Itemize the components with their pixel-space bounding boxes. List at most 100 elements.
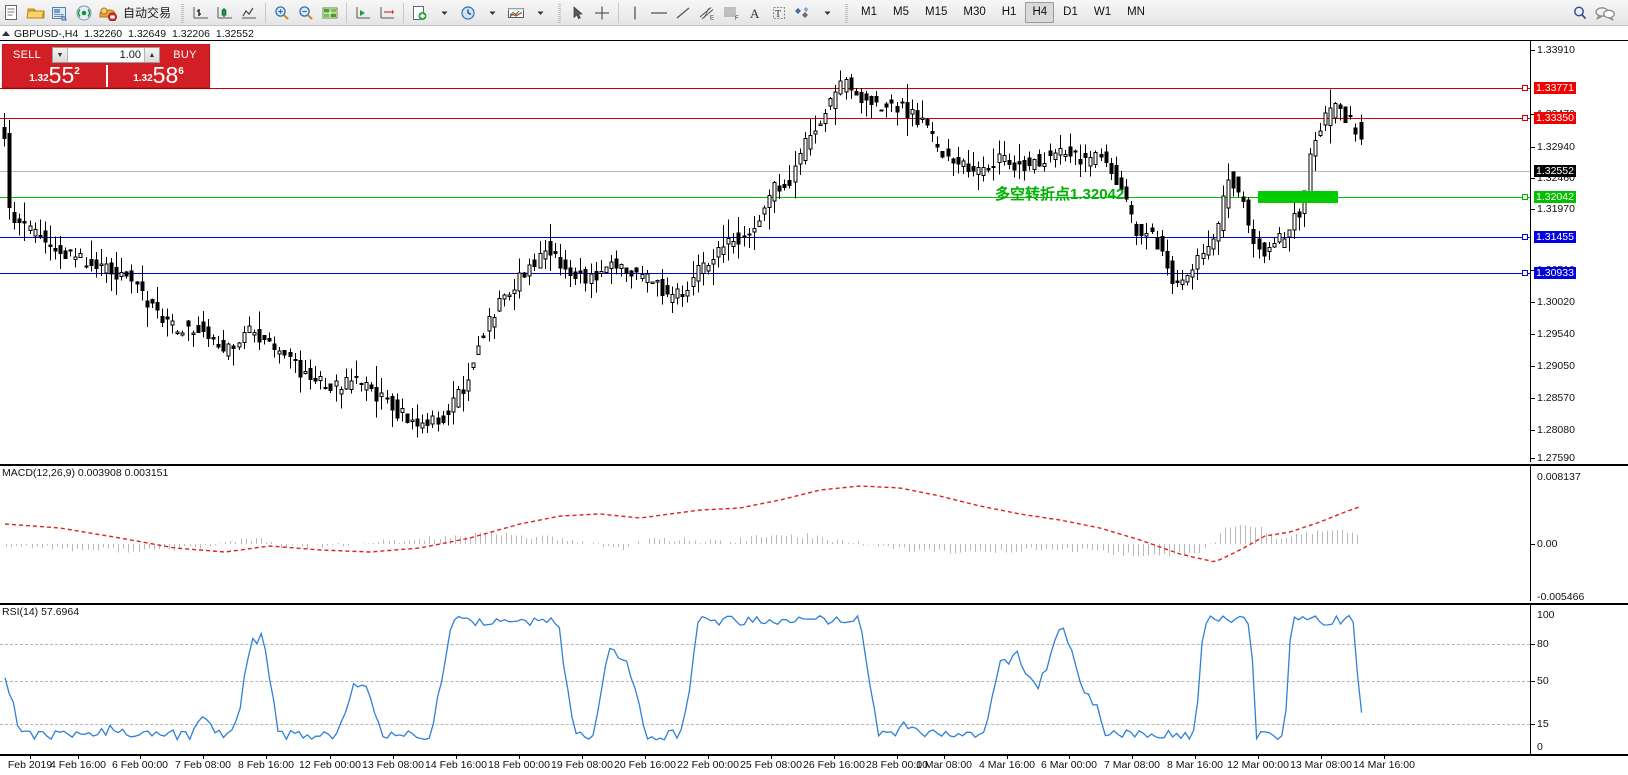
time-label-15: 1 Mar 08:00 [915,759,973,771]
sell-button[interactable]: SELL [12,49,42,61]
time-tick [1069,756,1070,759]
trendline-icon[interactable] [672,1,694,25]
level-handle-1-32042[interactable] [1522,194,1528,200]
macd-axis[interactable]: 0.008137 0.00 -0.005466 [1530,466,1628,603]
folder-gold-icon[interactable] [25,1,47,25]
text-label-icon[interactable]: A [744,1,766,25]
timeframe-m15[interactable]: M15 [924,6,948,18]
level-line-1-30933[interactable] [0,273,1530,274]
level-handle-1-30933[interactable] [1522,270,1528,276]
macd-label[interactable]: MACD(12,26,9) 0.003908 0.003151 [2,467,169,479]
symbol-open: 1.32260 [84,27,123,40]
timeframe-h4[interactable]: H4 [1025,2,1055,23]
svg-text:T: T [775,9,781,20]
price-tag-1-33771[interactable]: 1.33771 [1534,82,1576,94]
sell-price[interactable]: 1.32 55 2 [3,64,106,87]
price-tag-last[interactable]: 1.32552 [1534,165,1576,177]
price-tag-1-32042[interactable]: 1.32042 [1534,191,1576,203]
chat-bubbles-icon[interactable] [1593,1,1617,25]
signal-icon[interactable] [73,1,95,25]
macd-pane[interactable]: MACD(12,26,9) 0.003908 0.003151 0.008137… [0,464,1628,603]
level-handle-1-33350[interactable] [1522,115,1528,121]
one-click-trading-panel[interactable]: SELL ▼ 1.00 ▲ BUY 1.32 55 2 1.32 58 6 [2,44,210,88]
volume-input[interactable]: 1.00 [119,49,141,61]
tile-windows-icon[interactable] [319,1,341,25]
annotation-label[interactable]: 多空转折点1.32042 [995,186,1125,203]
macd-series [4,485,1362,563]
rsi-label[interactable]: RSI(14) 57.6964 [2,606,80,618]
timeframe-mn[interactable]: MN [1127,6,1145,18]
shapes-icon[interactable] [792,1,814,25]
time-axis[interactable]: Feb 2019 4 Feb 16:00 6 Feb 00:00 7 Feb 08:0… [0,755,1628,775]
timeframe-m5[interactable]: M5 [893,6,909,18]
rsi-axis[interactable]: 100 80 50 15 0 [1530,605,1628,754]
level-line-1-32042[interactable] [0,197,1530,198]
time-label-2: 6 Feb 00:00 [111,759,169,771]
crosshair-icon[interactable] [591,1,613,25]
time-tick [1321,756,1322,759]
chevron-down-icon-3[interactable] [529,1,551,25]
cursor-icon[interactable] [567,1,589,25]
timeframe-d1[interactable]: D1 [1063,6,1078,18]
svg-text:A: A [750,6,760,21]
scroll-to-start-icon[interactable] [352,1,374,25]
price-tag-1-30933[interactable]: 1.30933 [1534,267,1576,279]
buy-price[interactable]: 1.32 58 6 [106,64,209,87]
toolbar-grip-1[interactable] [178,2,187,23]
candlestick-chart-icon[interactable] [214,1,236,25]
timeframe-m1[interactable]: M1 [861,6,877,18]
level-line-1-33350[interactable] [0,118,1530,119]
last-price-line [0,171,1530,172]
fibonacci-icon[interactable]: F [720,1,742,25]
zoom-in-icon[interactable] [271,1,293,25]
search-icon[interactable] [1569,1,1591,25]
new-chart-icon[interactable] [409,1,431,25]
rsi-pane[interactable]: RSI(14) 57.6964 100 80 50 15 0 [0,603,1628,756]
timeframe-w1[interactable]: W1 [1093,6,1112,18]
volume-up-icon[interactable]: ▲ [144,48,159,62]
level-line-1-33771[interactable] [0,88,1530,89]
equidistant-channel-icon[interactable]: E [696,1,718,25]
chart-area[interactable]: 多空转折点1.32042 1.33910 1.33470 1.32940 1.3… [0,40,1628,756]
volume-stepper[interactable]: ▼ 1.00 ▲ [52,47,160,63]
price-axis[interactable]: 1.33910 1.33470 1.32940 1.32460 1.31970 … [1530,41,1628,464]
timeframe-h1[interactable]: H1 [1001,6,1017,18]
toolbar-grip-3[interactable] [842,2,851,23]
bar-chart-icon[interactable] [190,1,212,25]
buy-button[interactable]: BUY [173,49,197,61]
level-line-1-31455[interactable] [0,237,1530,238]
price-plot[interactable]: 多空转折点1.32042 [0,41,1530,462]
volume-down-icon[interactable]: ▼ [53,48,68,62]
zoom-out-icon[interactable] [295,1,317,25]
level-handle-1-31455[interactable] [1522,234,1528,240]
price-pane[interactable]: 多空转折点1.32042 1.33910 1.33470 1.32940 1.3… [0,41,1628,464]
templates-icon[interactable] [505,1,527,25]
time-tick [203,756,204,759]
time-label-7: 14 Feb 16:00 [425,759,487,771]
chart-shift-icon[interactable] [376,1,398,25]
sell-price-prefix: 1.32 [29,73,49,84]
chevron-down-icon-1[interactable] [433,1,455,25]
timeframe-m30[interactable]: M30 [963,6,986,18]
toolbar-grip-2[interactable] [555,2,564,23]
level-handle-1-33771[interactable] [1522,85,1528,91]
highlight-rectangle[interactable] [1258,191,1338,203]
vertical-line-icon[interactable] [624,1,646,25]
symbol-low: 1.32206 [171,27,210,40]
horizontal-line-icon[interactable] [648,1,670,25]
price-tag-1-31455[interactable]: 1.31455 [1534,231,1576,243]
rsi-plot[interactable] [0,605,1530,754]
text-box-icon[interactable]: T [768,1,790,25]
auto-trade-label[interactable]: 自动交易 [123,6,172,20]
rsi-tick-3: 15 [1537,718,1549,730]
news-icon[interactable] [49,1,71,25]
line-chart-icon[interactable] [238,1,260,25]
auto-trade-robot-icon[interactable] [97,1,119,25]
chevron-down-icon-2[interactable] [481,1,503,25]
chevron-down-icon-4[interactable] [816,1,838,25]
order-icon[interactable] [1,1,23,25]
macd-plot[interactable] [0,466,1530,601]
collapse-triangle-icon[interactable] [2,31,10,36]
period-clock-icon[interactable] [457,1,479,25]
price-tag-1-33350[interactable]: 1.33350 [1534,112,1576,124]
